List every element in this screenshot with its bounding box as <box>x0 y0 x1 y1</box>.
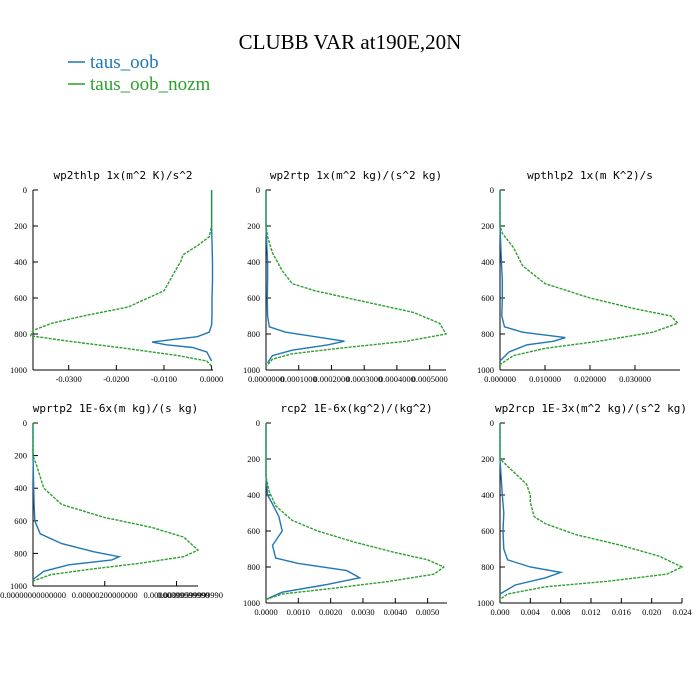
panel-4: wprtp2 1E-6x(m kg)/(s kg) 0 200 400 600 800 10… <box>0 402 223 600</box>
y-tick-label: 200 <box>14 451 27 461</box>
y-tick-label: 0 <box>256 185 260 195</box>
x-tick-label: 0.0003000 <box>346 374 382 384</box>
x-tick-label: 0.00000200000000 <box>72 590 138 600</box>
series-line-taus-oob-nozm <box>32 423 200 582</box>
x-tick-label: 0.0040 <box>384 607 407 617</box>
y-tick-label: 800 <box>247 562 260 572</box>
panel-2: wp2rtp 1x(m^2 kg)/(s^2 kg) 0 200 400 600 800 1… <box>243 169 448 384</box>
x-tick-label: 0.0000000 <box>248 374 284 384</box>
x-tick-label: 0.00000399999990 <box>144 590 210 600</box>
x-tick-label: 0.000 <box>490 607 509 617</box>
x-tick-label: 0.020000 <box>574 374 606 384</box>
y-tick-label: 0 <box>256 418 260 428</box>
panel-title: wp2rcp 1E-3x(m^2 kg)/(s^2 kg) <box>495 402 687 415</box>
panel-title: wp2thlp 1x(m^2 K)/s^2 <box>53 169 192 182</box>
y-tick-label: 800 <box>247 329 260 339</box>
x-tick-label: 0.0001000 <box>281 374 317 384</box>
series-line-taus-oob-nozm <box>29 190 213 367</box>
series-line-taus-oob <box>499 190 566 362</box>
panel-title: wprtp2 1E-6x(m kg)/(s kg) <box>33 402 199 415</box>
x-tick-label: 0.004 <box>521 607 541 617</box>
x-tick-label: 0.0030 <box>351 607 374 617</box>
y-tick-label: 0 <box>490 185 494 195</box>
panel-title: wpthlp2 1x(m K^2)/s <box>527 169 653 182</box>
y-tick-label: 400 <box>247 490 260 500</box>
y-tick-label: 400 <box>14 483 27 493</box>
figure-title: CLUBB VAR at190E,20N <box>239 30 462 54</box>
x-tick-label: 0.008 <box>551 607 570 617</box>
y-tick-label: 600 <box>247 526 260 536</box>
y-tick-label: 200 <box>481 221 494 231</box>
y-tick-label: 200 <box>247 221 260 231</box>
y-tick-label: 800 <box>481 329 494 339</box>
x-tick-label: 0.010000 <box>529 374 561 384</box>
panel-6: wp2rcp 1E-3x(m^2 kg)/(s^2 kg)0 200 400 600 8… <box>477 402 692 617</box>
panel-1: wp2thlp 1x(m^2 K)/s^2 0 200 400 600 800 1000 -0… <box>10 169 223 384</box>
x-tick-label: -0.0100 <box>151 374 177 384</box>
y-tick-label: 200 <box>14 221 27 231</box>
panel-title: wp2rtp 1x(m^2 kg)/(s^2 kg) <box>270 169 442 182</box>
y-tick-label: 1000 <box>10 581 27 591</box>
y-tick-label: 1000 <box>10 365 27 375</box>
y-tick-label: 600 <box>481 293 494 303</box>
y-tick-label: 0 <box>23 185 27 195</box>
y-tick-label: 600 <box>247 293 260 303</box>
x-tick-label: 0.0000 <box>254 607 277 617</box>
series-line-taus-oob-nozm <box>265 190 448 367</box>
x-tick-label: 0.0010 <box>287 607 310 617</box>
x-tick-label: 0.00000000000000 <box>0 590 66 600</box>
y-tick-label: 400 <box>247 257 260 267</box>
y-tick-label: 400 <box>481 257 494 267</box>
x-tick-label: 0.0005000 <box>412 374 448 384</box>
series-line-taus-oob <box>499 423 564 595</box>
x-tick-label: 0.000000 <box>484 374 516 384</box>
series-line-taus-oob <box>151 190 214 362</box>
x-tick-label: 0.030000 <box>619 374 651 384</box>
x-tick-label: 0.024 <box>672 607 692 617</box>
y-tick-label: 400 <box>481 490 494 500</box>
y-tick-label: 200 <box>247 454 260 464</box>
y-tick-label: 200 <box>481 454 494 464</box>
x-tick-label: 0.0002000 <box>313 374 349 384</box>
y-tick-label: 0 <box>490 418 494 428</box>
x-tick-label: 0.0004000 <box>379 374 415 384</box>
legend-label-taus-oob: taus_oob <box>90 52 159 73</box>
y-tick-label: 800 <box>14 548 27 558</box>
y-tick-label: 1000 <box>243 598 260 608</box>
y-tick-label: 800 <box>14 329 27 339</box>
legend-label-taus-oob-nozm: taus_oob_nozm <box>90 74 211 95</box>
panels: wp2thlp 1x(m^2 K)/s^2 0 200 400 600 800 1000 -0… <box>0 169 692 617</box>
panel-5: rcp2 1E-6x(kg^2)/(kg^2) 0 200 400 600 800 1000… <box>243 402 447 617</box>
legend: taus_oob taus_oob_nozm <box>68 52 211 95</box>
y-tick-label: 1000 <box>243 365 260 375</box>
y-tick-label: 1000 <box>477 365 494 375</box>
y-tick-label: 400 <box>14 257 27 267</box>
series-line-taus-oob-nozm <box>265 423 446 601</box>
x-tick-label: -0.0300 <box>56 374 82 384</box>
series-line-taus-oob <box>265 423 362 601</box>
x-tick-label: 0.016 <box>612 607 631 617</box>
y-tick-label: 0 <box>23 418 27 428</box>
x-tick-label: 0.00000599999990 <box>157 590 223 600</box>
x-tick-label: 0.012 <box>581 607 600 617</box>
y-tick-label: 800 <box>481 562 494 572</box>
x-tick-label: 0.020 <box>642 607 661 617</box>
panel-3: wpthlp2 1x(m K^2)/s 0 200 400 600 800 10000.00… <box>477 169 680 384</box>
x-tick-label: -0.0200 <box>103 374 129 384</box>
series-line-taus-oob <box>265 190 345 364</box>
y-tick-label: 600 <box>481 526 494 536</box>
x-tick-label: 0.0050 <box>416 607 439 617</box>
series-line-taus-oob <box>32 423 122 581</box>
y-tick-label: 600 <box>14 516 27 526</box>
y-tick-label: 600 <box>14 293 27 303</box>
series-line-taus-oob-nozm <box>499 423 684 600</box>
x-tick-label: 0.0020 <box>319 607 342 617</box>
x-tick-label: 0.0000 <box>200 374 223 384</box>
y-tick-label: 1000 <box>477 598 494 608</box>
series-line-taus-oob-nozm <box>499 190 680 366</box>
panel-title: rcp2 1E-6x(kg^2)/(kg^2) <box>280 402 432 415</box>
